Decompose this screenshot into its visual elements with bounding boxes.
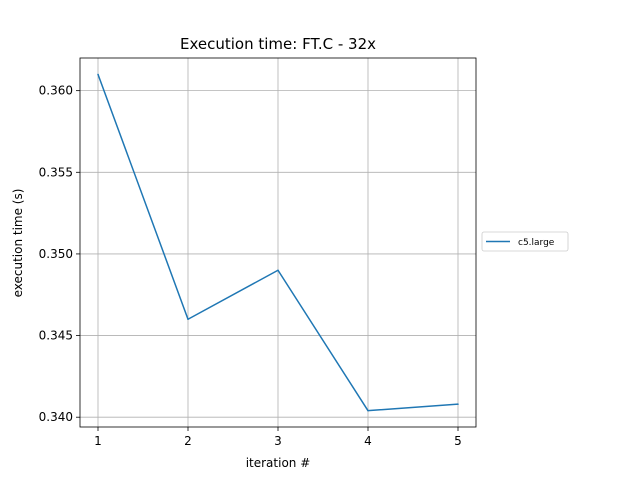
data-point <box>97 73 99 76</box>
legend: c5.large <box>481 231 569 252</box>
x-tick-label: 1 <box>94 434 102 448</box>
x-tick-label: 5 <box>454 434 462 448</box>
x-tick-label: 2 <box>184 434 192 448</box>
data-point <box>277 269 279 272</box>
y-tick-label: 0.360 <box>39 84 73 98</box>
y-tick-label: 0.355 <box>39 165 73 179</box>
data-point <box>457 403 459 405</box>
y-axis-label: execution time (s) <box>11 189 25 298</box>
y-axis: 0.340 0.345 0.350 0.355 0.360 <box>39 84 80 424</box>
y-tick-label: 0.340 <box>39 410 73 424</box>
x-tick-label: 4 <box>364 434 372 448</box>
legend-box <box>481 231 569 252</box>
y-tick-label: 0.350 <box>39 247 73 261</box>
data-point <box>187 318 189 320</box>
x-axis: 1 2 3 4 5 <box>94 427 462 448</box>
grid-lines <box>80 58 476 427</box>
chart-title: Execution time: FT.C - 32x <box>180 35 376 53</box>
x-tick-label: 3 <box>274 434 282 448</box>
x-axis-label: iteration # <box>246 456 311 470</box>
series-layer <box>97 73 459 412</box>
data-point <box>367 409 369 412</box>
y-tick-label: 0.345 <box>39 329 73 343</box>
legend-label: c5.large <box>518 238 555 248</box>
